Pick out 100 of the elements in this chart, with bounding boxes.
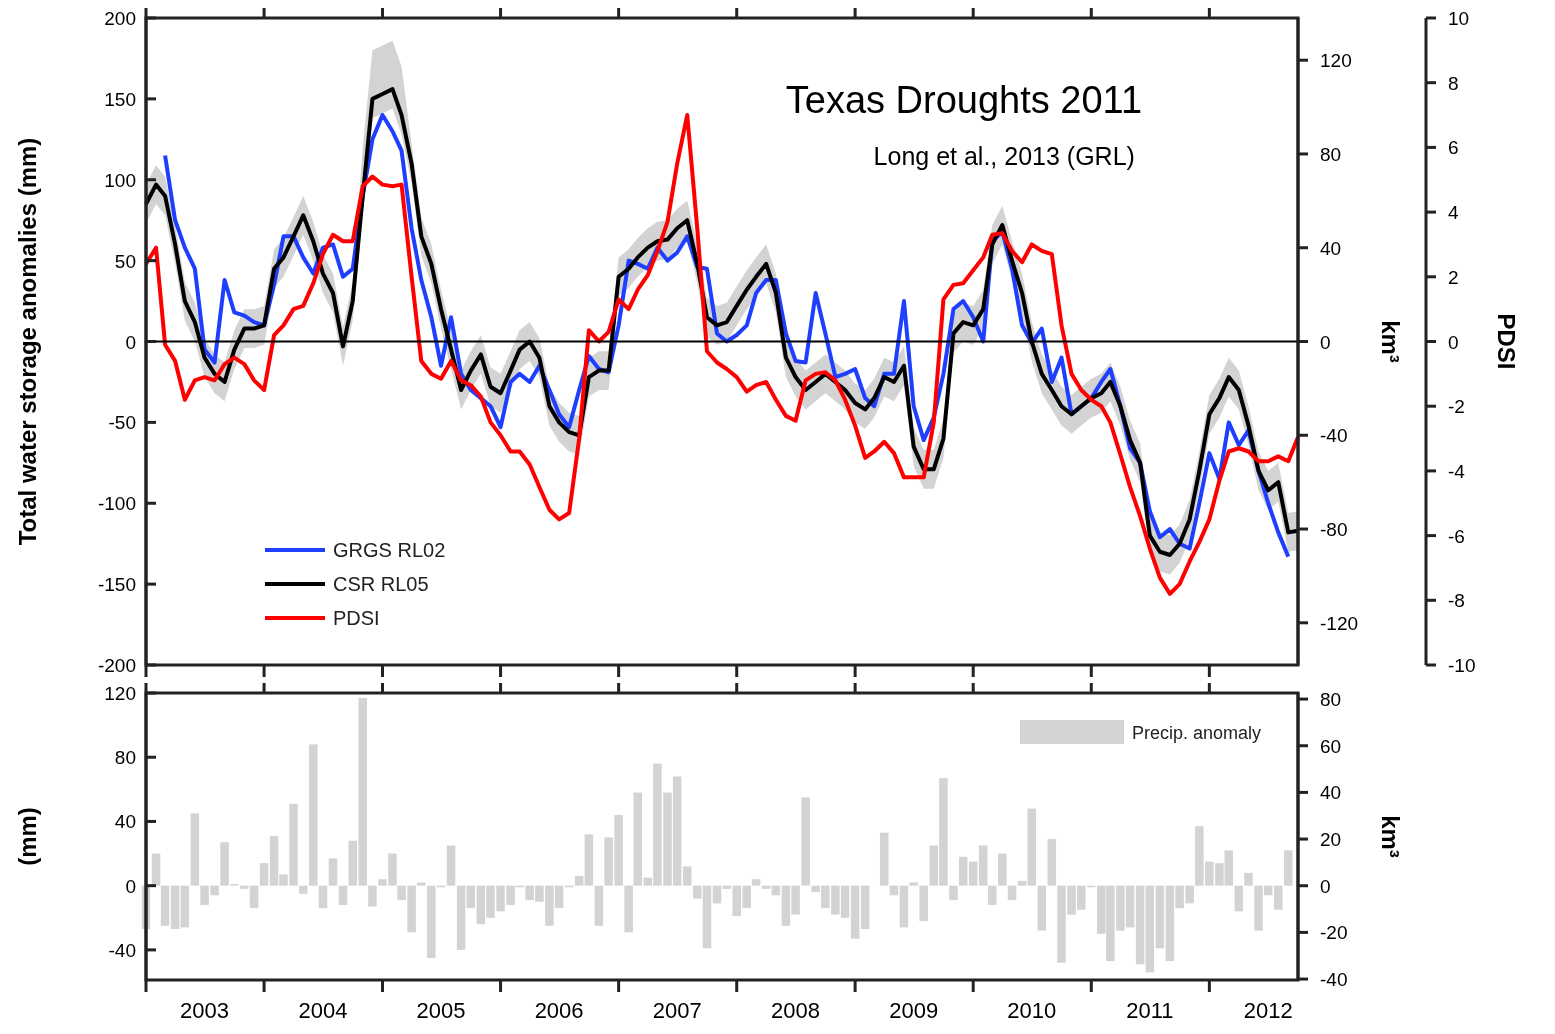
bar <box>850 885 860 939</box>
y2-tick-label: 20 <box>1320 829 1342 851</box>
bar <box>1234 885 1244 912</box>
y2-tick-label: -20 <box>1320 922 1348 944</box>
y3-axis-title: PDSI <box>1493 313 1520 370</box>
y-tick-label: -100 <box>97 493 136 515</box>
bar <box>949 885 958 901</box>
bar <box>259 863 269 886</box>
y3-tick-label: -8 <box>1448 590 1465 612</box>
bar <box>318 885 328 909</box>
y2-tick-label: 40 <box>1320 237 1342 259</box>
bar <box>368 885 377 907</box>
x-tick-label: 2010 <box>1007 998 1057 1023</box>
x-tick-label: 2003 <box>180 998 230 1023</box>
bar <box>909 882 918 886</box>
y3-tick-label: 6 <box>1448 137 1459 159</box>
y-tick-label: -50 <box>108 412 136 434</box>
bar <box>899 885 909 928</box>
y2-tick-label: 40 <box>1320 782 1342 804</box>
x-tick-label: 2006 <box>534 998 584 1023</box>
bar <box>190 813 200 886</box>
x-tick-label: 2008 <box>771 998 821 1023</box>
bar <box>417 882 426 886</box>
legend-label: CSR RL05 <box>333 573 429 595</box>
y-tick-label: 150 <box>104 88 136 110</box>
bar <box>574 876 584 886</box>
bar <box>860 885 870 930</box>
bar <box>801 797 810 886</box>
y2-axis-title: km³ <box>1377 815 1404 858</box>
legend-label: PDSI <box>333 607 380 629</box>
bar <box>1274 885 1283 910</box>
y-tick-label: 0 <box>125 875 136 897</box>
bar <box>328 858 338 886</box>
bar <box>958 856 968 886</box>
x-tick-label: 2011 <box>1126 998 1174 1023</box>
y2-tick-label: -80 <box>1320 519 1348 541</box>
bar <box>456 885 466 950</box>
y-tick-label: 0 <box>125 331 136 353</box>
y3-tick-label: -2 <box>1448 396 1465 418</box>
bar <box>308 744 318 886</box>
bar <box>751 879 761 886</box>
x-tick-label: 2004 <box>298 998 348 1023</box>
y2-tick-label: -40 <box>1320 425 1348 447</box>
bar <box>180 885 190 928</box>
bar <box>1007 885 1017 901</box>
bar <box>879 832 889 886</box>
bar <box>1047 839 1057 886</box>
text: Long et al., 2013 (GRL) <box>873 142 1135 170</box>
y-tick-label: 80 <box>114 747 136 769</box>
y-axis-title: Total water storage anomalies (mm) <box>14 137 41 546</box>
y-tick-label: 40 <box>114 811 136 833</box>
bar <box>338 885 348 905</box>
y3-tick-label: 0 <box>1448 331 1459 353</box>
bar <box>998 853 1007 886</box>
bar <box>298 885 308 894</box>
y2-tick-label: 80 <box>1320 689 1342 711</box>
bar <box>968 861 978 886</box>
y3-tick-label: -10 <box>1448 655 1476 676</box>
bar <box>919 885 928 921</box>
y-tick-label: 200 <box>104 8 136 29</box>
y3-tick-label: -4 <box>1448 460 1466 482</box>
y-tick-label: -200 <box>97 655 136 676</box>
bar <box>682 866 692 886</box>
y-tick-label: 120 <box>104 683 136 704</box>
bar <box>446 845 456 886</box>
y2-axis-title: km³ <box>1377 320 1404 363</box>
x-tick-label: 2005 <box>416 998 466 1023</box>
y2-tick-label: 0 <box>1320 331 1331 353</box>
y2-tick-label: -120 <box>1320 612 1359 634</box>
bar <box>594 885 604 926</box>
bar <box>584 834 594 886</box>
bar <box>1135 885 1145 965</box>
y-axis-title: (mm) <box>14 807 41 866</box>
bar <box>988 885 997 905</box>
text: Texas Droughts 2011 <box>785 79 1143 121</box>
bar <box>170 885 180 930</box>
bar <box>978 845 988 886</box>
y3-tick-label: -6 <box>1448 525 1465 547</box>
y-tick-label: 100 <box>104 169 136 191</box>
bar <box>1155 885 1165 949</box>
y2-tick-label: 120 <box>1320 50 1352 72</box>
x-tick-label: 2009 <box>889 998 939 1023</box>
y2-tick-label: 80 <box>1320 143 1342 165</box>
y2-tick-label: -40 <box>1320 969 1348 991</box>
bar <box>151 853 161 886</box>
bar <box>1037 885 1047 931</box>
bar <box>1284 850 1293 886</box>
bar <box>466 885 476 909</box>
y-tick-label: -40 <box>108 939 136 961</box>
bar <box>1244 872 1253 886</box>
x-tick-label: 2007 <box>652 998 702 1023</box>
text: Precip. anomaly <box>1132 723 1262 743</box>
y3-tick-label: 4 <box>1448 202 1459 224</box>
y2-tick-label: 0 <box>1320 875 1331 897</box>
y-tick-label: -150 <box>97 574 136 596</box>
y2-tick-label: 60 <box>1320 735 1342 757</box>
bar <box>160 885 170 926</box>
y3-tick-label: 2 <box>1448 266 1459 288</box>
bar <box>624 885 633 933</box>
y3-tick-label: 8 <box>1448 72 1459 94</box>
